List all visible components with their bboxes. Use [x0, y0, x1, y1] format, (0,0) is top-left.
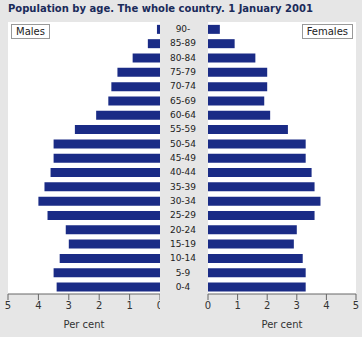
svg-text:5: 5 — [8, 300, 11, 311]
svg-text:85-89: 85-89 — [170, 38, 196, 48]
svg-text:75-79: 75-79 — [170, 67, 196, 77]
svg-text:90-: 90- — [176, 24, 191, 34]
svg-text:2: 2 — [264, 300, 270, 311]
svg-text:80-84: 80-84 — [170, 53, 196, 63]
svg-text:5: 5 — [353, 300, 354, 311]
svg-text:40-44: 40-44 — [170, 167, 196, 177]
svg-text:0: 0 — [157, 300, 160, 311]
svg-text:35-39: 35-39 — [170, 182, 196, 192]
svg-text:0-4: 0-4 — [176, 282, 191, 292]
svg-text:4: 4 — [323, 300, 329, 311]
svg-text:3: 3 — [294, 300, 300, 311]
svg-text:30-34: 30-34 — [170, 196, 196, 206]
html-text:Females: Females — [306, 26, 348, 37]
svg-text:0: 0 — [205, 300, 211, 311]
svg-text:15-19: 15-19 — [170, 239, 196, 249]
html-text:Males: Males — [16, 26, 45, 37]
svg-text:1: 1 — [126, 300, 132, 311]
svg-text:5-9: 5-9 — [176, 268, 191, 278]
svg-text:2: 2 — [96, 300, 102, 311]
svg-text:50-54: 50-54 — [170, 139, 196, 149]
svg-text:45-49: 45-49 — [170, 153, 196, 163]
svg-text:70-74: 70-74 — [170, 81, 196, 91]
svg-text:60-64: 60-64 — [170, 110, 196, 120]
svg-text:Per cent: Per cent — [261, 319, 302, 330]
svg-text:55-59: 55-59 — [170, 124, 196, 134]
svg-text:Per cent: Per cent — [63, 319, 104, 330]
svg-text:65-69: 65-69 — [170, 96, 196, 106]
html-text:Population by age. The whole c: Population by age. The whole country. 1 … — [8, 3, 313, 14]
svg-text:4: 4 — [35, 300, 41, 311]
svg-text:25-29: 25-29 — [170, 210, 196, 220]
svg-text:10-14: 10-14 — [170, 253, 196, 263]
svg-text:20-24: 20-24 — [170, 225, 196, 235]
svg-text:3: 3 — [66, 300, 72, 311]
svg-text:1: 1 — [234, 300, 240, 311]
